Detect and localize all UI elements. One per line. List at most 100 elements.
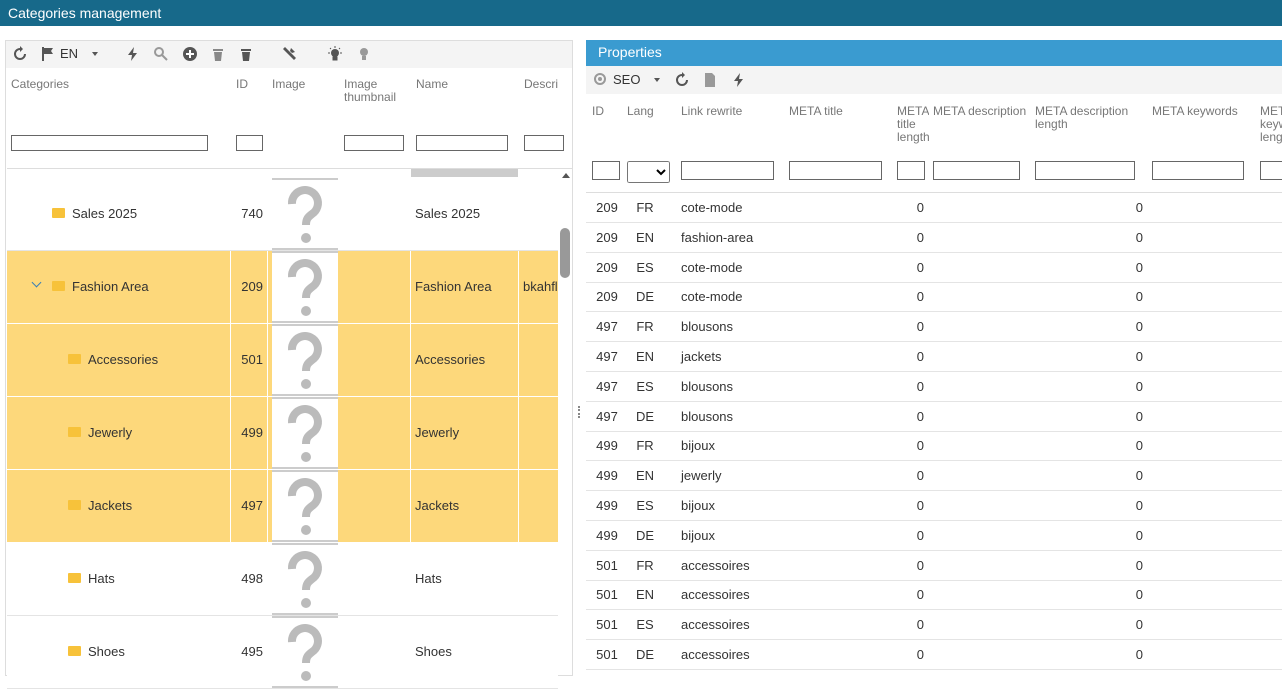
column-header[interactable]: Categories [11,78,70,91]
link-rewrite: bijoux [681,438,715,454]
scroll-up[interactable] [561,172,571,180]
seo-id[interactable]: 501 [596,557,618,573]
column-header[interactable]: ID [236,78,248,91]
action-button[interactable] [125,46,141,62]
seo-id[interactable]: 209 [596,200,618,215]
category-label: Hats [415,571,442,586]
flag-icon[interactable] [40,46,56,62]
tools-button[interactable] [281,46,297,62]
category-name[interactable]: Jewerly [88,425,133,440]
cell-border [230,251,231,324]
action-button[interactable] [731,72,747,88]
seo-lang: ES [636,498,654,513]
dropdown-arrow[interactable] [90,50,100,58]
column-filter[interactable] [1035,161,1135,180]
column-filter[interactable] [416,135,508,151]
splitter[interactable] [578,406,582,418]
row-border [586,490,1282,492]
column-header[interactable]: ID [592,105,604,118]
column-header[interactable]: Link rewrite [681,105,743,118]
category-name[interactable]: Hats [88,571,115,586]
column-filter[interactable] [11,135,208,151]
column-filter[interactable] [592,161,620,180]
column-header[interactable]: META keywords [1152,105,1238,118]
column-header[interactable]: META title [789,105,843,118]
column-filter[interactable] [236,135,263,151]
meta-description-length: 0 [1135,319,1143,335]
add-button[interactable] [182,46,198,62]
bulb-on-button[interactable] [326,45,344,63]
seo-id[interactable]: 497 [596,408,618,424]
seo-id[interactable]: 209 [596,229,618,245]
column-filter[interactable] [1152,161,1244,180]
column-filter[interactable] [789,161,882,180]
category-name[interactable]: Accessories [88,352,159,367]
meta-title-length: 0 [916,200,924,215]
refresh-button[interactable] [12,46,28,62]
column-header[interactable]: Lang [627,105,654,118]
column-header[interactable]: Image [272,78,306,91]
refresh-button[interactable] [674,72,690,88]
seo-id[interactable]: 499 [596,468,618,484]
row-border [7,542,558,543]
seo-id[interactable]: 499 [596,527,618,543]
bulb-off-button[interactable] [357,46,371,62]
column-header[interactable]: META keywords length [1260,105,1282,144]
seo-id[interactable]: 497 [596,378,618,394]
cell-border [267,470,268,543]
delete-all-button[interactable] [238,46,254,62]
column-filter[interactable] [1260,161,1282,180]
row-border [7,396,558,397]
category-name[interactable]: Sales 2025 [72,206,138,221]
column-filter[interactable] [933,161,1020,180]
delete-button[interactable] [210,46,226,62]
seo-lang: DE [635,408,655,424]
seo-lang: FR [636,319,654,335]
row-border [586,251,1282,253]
lang-filter[interactable] [627,161,670,183]
row-border [586,311,1282,313]
column-filter[interactable] [524,135,564,151]
cell-border [518,397,519,470]
category-name[interactable]: Fashion Area [72,279,149,294]
row-border [586,579,1282,581]
column-header[interactable]: Image thumbnail [344,78,397,104]
column-filter[interactable] [344,135,404,151]
seo-id[interactable]: 209 [596,289,618,305]
seo-id[interactable]: 499 [596,438,618,454]
cell-border [230,397,231,470]
meta-title-length: 0 [916,438,924,454]
category-name[interactable]: Shoes [88,644,125,659]
seo-lang: EN [635,587,655,603]
seo-lang: ES [636,259,654,275]
header-bar [0,0,1282,26]
seo-id[interactable]: 499 [596,498,618,513]
link-rewrite: bijoux [681,527,715,543]
seo-id[interactable]: 501 [596,587,618,603]
seo-id[interactable]: 497 [596,319,618,335]
column-header[interactable]: META description length [1035,105,1129,131]
seo-id[interactable]: 497 [596,349,618,364]
lang-selector[interactable]: EN [60,46,79,61]
column-filter[interactable] [897,161,925,180]
folder-icon [68,573,81,583]
view-selector[interactable]: SEO [613,72,641,87]
scrollbar-thumb[interactable] [560,228,570,278]
column-header[interactable]: META title length [897,105,929,144]
meta-title-length: 0 [916,468,924,484]
column-filter[interactable] [681,161,774,180]
dropdown-arrow[interactable] [652,76,662,84]
category-name[interactable]: Jackets [88,498,133,513]
meta-description-length: 0 [1135,378,1143,394]
link-rewrite: accessoires [681,587,750,603]
seo-id[interactable]: 209 [596,259,618,275]
search-button[interactable] [153,46,169,62]
seo-id[interactable]: 501 [596,617,618,633]
csv-export-button[interactable] [702,72,718,88]
seo-id[interactable]: 501 [596,647,618,662]
column-header[interactable]: Description [524,78,558,91]
meta-description-length: 0 [1135,200,1143,215]
column-header[interactable]: Name [416,78,449,91]
row-border [586,460,1282,462]
column-header[interactable]: META description [933,105,1027,118]
